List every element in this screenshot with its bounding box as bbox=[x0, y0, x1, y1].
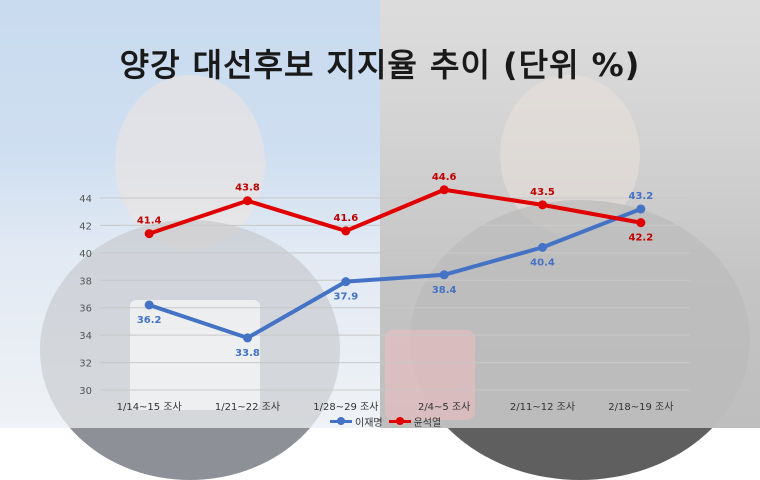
x-tick-label: 1/21~22 조사 bbox=[215, 401, 280, 413]
line-chart: 30 32 34 36 38 40 42 44 1/14~15 조사 1/21~22 조사 1/2… bbox=[79, 172, 690, 413]
data-point bbox=[439, 270, 449, 280]
data-point bbox=[636, 218, 646, 228]
y-tick-label: 30 bbox=[79, 386, 92, 397]
chart-grid bbox=[100, 197, 690, 391]
legend-item-0: 이재명 bbox=[330, 414, 383, 429]
data-label: 38.4 bbox=[432, 285, 457, 296]
y-tick-label: 32 bbox=[79, 359, 92, 370]
data-label: 41.6 bbox=[333, 213, 358, 224]
data-point bbox=[341, 226, 351, 236]
data-label: 37.9 bbox=[333, 292, 358, 303]
data-point bbox=[144, 229, 154, 239]
series-line bbox=[148, 187, 642, 236]
series-layer: 36.2 33.8 37.9 38.4 40.4 43.2 41.4 43.8 41.6 44.6… bbox=[137, 172, 653, 359]
chart-legend: 이재명 윤석열 bbox=[330, 414, 441, 429]
data-point bbox=[341, 277, 351, 287]
y-tick-label: 36 bbox=[79, 304, 92, 315]
data-label: 43.2 bbox=[628, 191, 653, 202]
series-0 bbox=[144, 204, 646, 343]
series-line bbox=[148, 207, 642, 340]
data-label: 44.6 bbox=[432, 172, 457, 183]
data-point bbox=[538, 242, 547, 252]
data-label: 40.4 bbox=[530, 257, 555, 268]
data-label: 42.2 bbox=[628, 233, 653, 244]
series-1 bbox=[144, 185, 646, 239]
y-tick-label: 34 bbox=[79, 331, 92, 342]
x-tick-label: 1/28~29 조사 bbox=[313, 401, 378, 413]
y-tick-label: 38 bbox=[79, 276, 92, 287]
data-label: 33.8 bbox=[235, 348, 260, 359]
legend-swatch bbox=[330, 417, 352, 425]
legend-label: 윤석열 bbox=[413, 418, 442, 429]
legend-swatch bbox=[388, 417, 411, 425]
x-tick-label: 2/4~5 조사 bbox=[418, 401, 470, 413]
x-tick-label: 2/11~12 조사 bbox=[510, 401, 575, 413]
data-point bbox=[243, 333, 252, 343]
x-axis-ticks: 1/14~15 조사 1/21~22 조사 1/28~29 조사 2/4~5 조사 2/… bbox=[117, 401, 674, 413]
y-tick-label: 44 bbox=[79, 194, 92, 205]
data-point bbox=[538, 200, 547, 210]
data-point bbox=[636, 204, 646, 214]
data-point bbox=[144, 300, 154, 310]
data-point bbox=[439, 185, 449, 195]
chart-title: 양강 대선후보 지지율 추이 (단위 %) bbox=[119, 46, 641, 84]
x-tick-label: 1/14~15 조사 bbox=[117, 401, 182, 413]
data-label: 41.4 bbox=[137, 216, 162, 227]
y-tick-label: 42 bbox=[79, 221, 92, 232]
data-label: 43.8 bbox=[235, 183, 260, 194]
legend-label: 이재명 bbox=[355, 418, 383, 429]
data-point bbox=[243, 196, 252, 206]
data-label: 36.2 bbox=[137, 315, 162, 326]
data-label: 43.5 bbox=[530, 187, 555, 198]
x-tick-label: 2/18~19 조사 bbox=[608, 401, 673, 413]
y-tick-label: 40 bbox=[79, 249, 92, 260]
legend-item-1: 윤석열 bbox=[388, 414, 442, 429]
y-axis-ticks: 30 32 34 36 38 40 42 44 bbox=[79, 194, 92, 397]
